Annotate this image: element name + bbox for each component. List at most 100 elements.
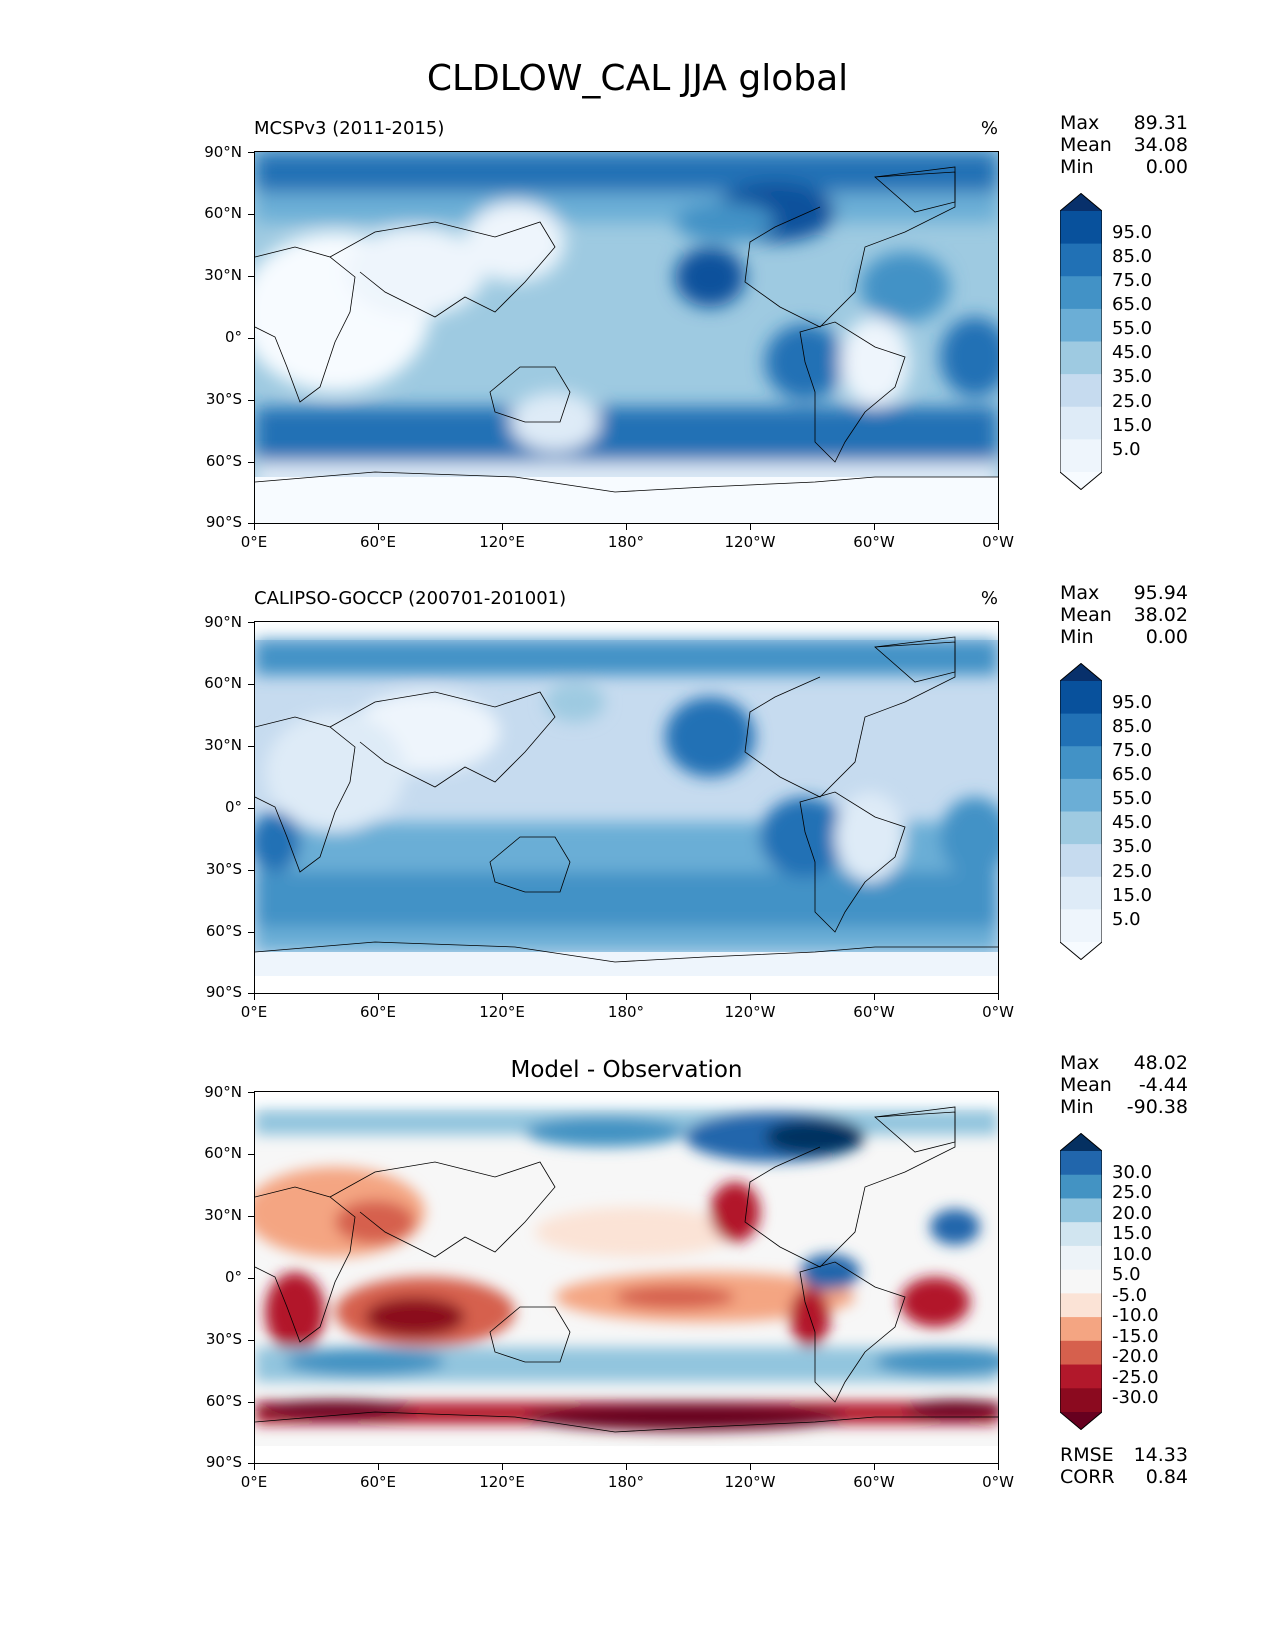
y-tick (248, 1154, 254, 1155)
y-tick-label: 90°S (205, 983, 242, 1001)
stat-value: -90.38 (1126, 1096, 1188, 1118)
colorbar-label: 10.0 (1112, 1244, 1153, 1265)
colorbar-segment (1060, 811, 1102, 845)
stat-label: Min (1060, 156, 1094, 178)
colorbar-segment (1060, 876, 1102, 910)
y-tick-label: 30°N (204, 1206, 242, 1224)
y-tick-label: 60°N (204, 1144, 242, 1162)
colorbar-segment (1060, 374, 1102, 408)
colorbar-segment (1060, 1364, 1102, 1389)
x-tick-label: 60°E (359, 1473, 397, 1491)
colorbar-label: 5.0 (1112, 909, 1141, 930)
y-tick (248, 746, 254, 747)
colorbar-segment (1060, 713, 1102, 747)
x-tick (254, 994, 255, 1000)
x-tick-label: 60°E (359, 1003, 397, 1021)
stat-label: Min (1060, 626, 1094, 648)
x-tick (874, 524, 875, 530)
stat-value: 38.02 (1133, 604, 1188, 626)
y-tick (248, 1216, 254, 1217)
y-tick-label: 60°N (204, 204, 242, 222)
y-tick-label: 90°S (205, 1453, 242, 1471)
x-tick-label: 0°E (240, 533, 268, 551)
y-tick-label: 30°S (205, 860, 242, 878)
map-observation (254, 621, 999, 994)
map-model-field (255, 152, 998, 523)
y-tick-label: 90°N (204, 143, 242, 161)
y-tick (248, 1278, 254, 1279)
colorbar-segment (1060, 778, 1102, 812)
y-tick (248, 932, 254, 933)
colorbar-segment (1060, 1317, 1102, 1342)
x-tick-label: 120°E (479, 1473, 525, 1491)
colorbar-outline (1060, 193, 1102, 490)
stat-value: -4.44 (1138, 1074, 1188, 1096)
x-tick-label: 0°W (982, 1003, 1014, 1021)
colorbar-segment (1060, 1388, 1102, 1413)
colorbar-segment (1060, 1198, 1102, 1223)
y-tick-label: 30°S (205, 390, 242, 408)
colorbar-label: 15.0 (1112, 885, 1153, 906)
colorbar-extend-bottom (1060, 1412, 1102, 1430)
stat-label: Min (1060, 1096, 1094, 1118)
panel-difference: Model - Observation Max 48.02 Mean -4.44 M… (0, 940, 1275, 1491)
y-tick-label: 60°S (205, 452, 242, 470)
x-tick-label: 180° (607, 1003, 645, 1021)
x-tick-label: 0°E (240, 1473, 268, 1491)
y-tick-label: 30°S (205, 1330, 242, 1348)
x-tick (998, 1464, 999, 1470)
panel-observation: CALIPSO-GOCCP (200701-201001) % Max 95.94… (0, 470, 1275, 1021)
y-tick (248, 338, 254, 339)
x-tick-label: 120°E (479, 1003, 525, 1021)
x-tick (750, 994, 751, 1000)
stat-value: 0.00 (1145, 626, 1188, 648)
y-tick (248, 462, 254, 463)
colorbar-segment (1060, 844, 1102, 878)
x-tick (378, 1464, 379, 1470)
x-tick-label: 60°W (853, 1473, 895, 1491)
colorbar-label: 20.0 (1112, 1203, 1153, 1224)
y-tick (248, 870, 254, 871)
colorbar-label: 25.0 (1112, 861, 1153, 882)
colorbar-label: 30.0 (1112, 1162, 1153, 1183)
y-tick (248, 276, 254, 277)
colorbar (1060, 1133, 1102, 1430)
colorbar-label: -10.0 (1112, 1305, 1159, 1326)
colorbar (1060, 663, 1102, 960)
y-tick-label: 60°N (204, 674, 242, 692)
corr-label: CORR (1060, 1466, 1115, 1488)
x-tick (874, 994, 875, 1000)
units-label: % (980, 118, 998, 139)
colorbar-extend-bottom (1060, 472, 1102, 490)
stat-value: 95.94 (1133, 582, 1188, 604)
y-tick (248, 808, 254, 809)
y-tick-label: 90°S (205, 513, 242, 531)
colorbar-label: 85.0 (1112, 716, 1153, 737)
colorbar-label: 65.0 (1112, 764, 1153, 785)
colorbar-segment (1060, 1269, 1102, 1294)
colorbar-label: 35.0 (1112, 366, 1153, 387)
footer-stats: RMSE 14.33 CORR 0.84 (1060, 1444, 1188, 1488)
colorbar-label: 85.0 (1112, 246, 1153, 267)
x-tick-label: 120°W (724, 1473, 776, 1491)
stat-value: 34.08 (1133, 134, 1188, 156)
colorbar-segment (1060, 746, 1102, 780)
x-tick (998, 994, 999, 1000)
y-tick-label: 30°N (204, 266, 242, 284)
colorbar-label: 95.0 (1112, 222, 1153, 243)
x-tick-label: 180° (607, 533, 645, 551)
x-tick (254, 1464, 255, 1470)
panel-model: MCSPv3 (2011-2015) % Max 89.31 Mean 34.08 … (0, 0, 1275, 551)
x-tick (626, 524, 627, 530)
x-tick (378, 994, 379, 1000)
map-difference-field (255, 1092, 998, 1463)
colorbar-outline (1060, 663, 1102, 960)
colorbar-segment (1060, 406, 1102, 440)
colorbar-label: 45.0 (1112, 342, 1153, 363)
y-tick-label: 90°N (204, 1083, 242, 1101)
y-tick (248, 400, 254, 401)
colorbar-segment (1060, 211, 1102, 245)
colorbar-extend-top (1060, 663, 1102, 681)
x-tick (502, 524, 503, 530)
x-tick-label: 120°W (724, 533, 776, 551)
